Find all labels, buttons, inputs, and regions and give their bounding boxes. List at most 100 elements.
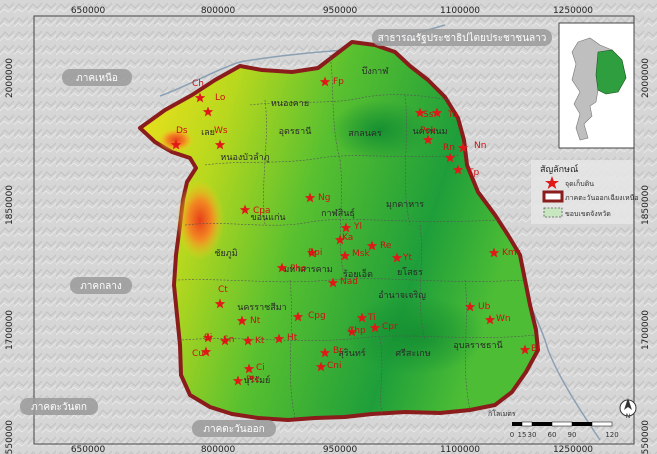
site-marker bbox=[276, 262, 288, 273]
region-west-label: ภาคตะวันตก bbox=[31, 402, 87, 413]
site-marker bbox=[242, 335, 254, 346]
province-boundaries bbox=[177, 54, 536, 419]
x-grid-label: 800000 bbox=[201, 6, 236, 16]
site-label: Br bbox=[333, 346, 343, 356]
province-label: ยโสธร bbox=[397, 267, 423, 278]
site-label: Ci bbox=[256, 363, 265, 373]
legend-title: สัญลักษณ์ bbox=[540, 163, 578, 175]
y-grid-label: 1700000 bbox=[5, 310, 15, 350]
site-marker bbox=[391, 252, 403, 263]
province-label: ขอนแก่น bbox=[250, 213, 285, 223]
site-marker bbox=[306, 247, 318, 258]
site-marker bbox=[369, 322, 381, 333]
site-marker bbox=[366, 240, 378, 251]
svg-text:N: N bbox=[626, 413, 631, 420]
site-marker bbox=[304, 192, 316, 203]
site-label: Ka bbox=[342, 233, 353, 243]
map-frame bbox=[33, 15, 635, 445]
site-marker bbox=[214, 139, 226, 150]
x-grid-label: 950000 bbox=[323, 6, 358, 16]
legend: สัญลักษณ์ จุดเก็บดิน ภาคตะวันออกเฉียงเหน… bbox=[531, 160, 639, 224]
site-label: Ws bbox=[214, 126, 228, 136]
site-marker bbox=[339, 250, 351, 261]
site-label: Tp bbox=[467, 168, 479, 178]
site-label: Yt bbox=[402, 253, 412, 263]
x-grid-labels: 650000 650000 800000 800000 950000 950000 1100… bbox=[71, 6, 593, 454]
province-label: กาฬสินธุ์ bbox=[321, 207, 355, 219]
site-label: Chp bbox=[348, 326, 366, 336]
site-label: Tu bbox=[447, 110, 458, 120]
x-grid-label-bottom: 800000 bbox=[201, 445, 236, 454]
inset-northeast bbox=[595, 49, 627, 95]
province-label: ศรีสะเกษ bbox=[395, 348, 430, 359]
site-marker bbox=[202, 106, 214, 117]
neighbor-labels: ภาคเหนือ ภาคกลาง ภาคตะวันตก ภาคตะวันออก … bbox=[20, 29, 552, 437]
x-grid-label: 1100000 bbox=[440, 6, 480, 16]
scale-tick: 0 bbox=[510, 431, 514, 439]
site-marker bbox=[356, 312, 368, 323]
legend-site-label: จุดเก็บดิน bbox=[565, 179, 594, 188]
site-label: Nad bbox=[340, 277, 358, 287]
site-marker bbox=[422, 134, 434, 145]
site-label: Pok bbox=[420, 126, 437, 136]
site-label: Cni bbox=[327, 361, 342, 371]
site-marker bbox=[319, 76, 331, 87]
site-marker bbox=[452, 164, 464, 175]
province-label: หนองคาย bbox=[271, 99, 309, 109]
legend-site-marker bbox=[545, 176, 559, 189]
y-grid-label: 1850000 bbox=[5, 185, 15, 225]
x-grid-label-bottom: 650000 bbox=[71, 445, 106, 454]
site-label: Cu bbox=[192, 349, 204, 359]
region-central-label: ภาคกลาง bbox=[80, 281, 122, 292]
site-label: Ch bbox=[192, 79, 204, 89]
site-marker bbox=[236, 315, 248, 326]
site-label: Ct bbox=[218, 285, 228, 295]
y-grid-label-right: 1550000 bbox=[641, 420, 651, 454]
site-label: Kt bbox=[255, 336, 265, 346]
scale-tick: 30 bbox=[528, 431, 537, 439]
site-label: Rn bbox=[443, 143, 455, 153]
province-label: ชัยภูมิ bbox=[214, 248, 237, 259]
site-marker bbox=[200, 346, 212, 357]
x-grid-label-bottom: 1100000 bbox=[440, 445, 480, 454]
site-marker bbox=[219, 335, 231, 346]
site-label: Re bbox=[380, 241, 392, 251]
scale-tick: 15 bbox=[518, 431, 527, 439]
site-marker bbox=[292, 311, 304, 322]
x-grid-label: 650000 bbox=[71, 6, 106, 16]
site-marker bbox=[273, 333, 285, 344]
province-label: สกลนคร bbox=[348, 129, 382, 139]
region-east-label: ภาคตะวันออก bbox=[203, 424, 264, 435]
scale-tick: 90 bbox=[568, 431, 577, 439]
site-marker bbox=[444, 152, 456, 163]
laos-label: สาธารณรัฐประชาธิปไตยประชาชนลาว bbox=[378, 32, 547, 44]
site-marker bbox=[414, 107, 426, 118]
site-label: Ss bbox=[423, 110, 434, 120]
legend-region-swatch bbox=[542, 190, 564, 203]
site-label: Kmr bbox=[502, 248, 521, 258]
province-label: เลย bbox=[201, 128, 215, 138]
site-label: Ht bbox=[287, 333, 298, 343]
site-marker bbox=[232, 375, 244, 386]
site-label: Si bbox=[204, 333, 212, 343]
site-label: Ng bbox=[318, 193, 330, 203]
y-grid-labels: 2000000 2000000 1850000 1850000 1700000 17000… bbox=[5, 58, 651, 454]
site-marker bbox=[170, 139, 182, 150]
site-label: Bi bbox=[531, 344, 540, 354]
region-north-label: ภาคเหนือ bbox=[76, 72, 118, 84]
province-label: นครราชสีมา bbox=[237, 302, 286, 313]
site-label: Nn bbox=[474, 141, 486, 151]
x-grid-label-bottom: 950000 bbox=[323, 445, 358, 454]
site-marker bbox=[239, 204, 251, 215]
province-label: อำนาจเจริญ bbox=[378, 290, 426, 301]
site-marker bbox=[346, 326, 358, 337]
site-marker bbox=[327, 277, 339, 288]
site-marker bbox=[431, 107, 443, 118]
inset-map bbox=[558, 22, 635, 149]
site-marker bbox=[202, 332, 214, 343]
province-label: อุบลราชธานี bbox=[453, 340, 502, 351]
legend-province-label: ขอบเขตจังหวัด bbox=[565, 210, 611, 218]
scale-unit: กิโลเมตร bbox=[488, 409, 516, 418]
site-label: Wn bbox=[496, 314, 511, 324]
legend-province-swatch bbox=[543, 207, 563, 218]
